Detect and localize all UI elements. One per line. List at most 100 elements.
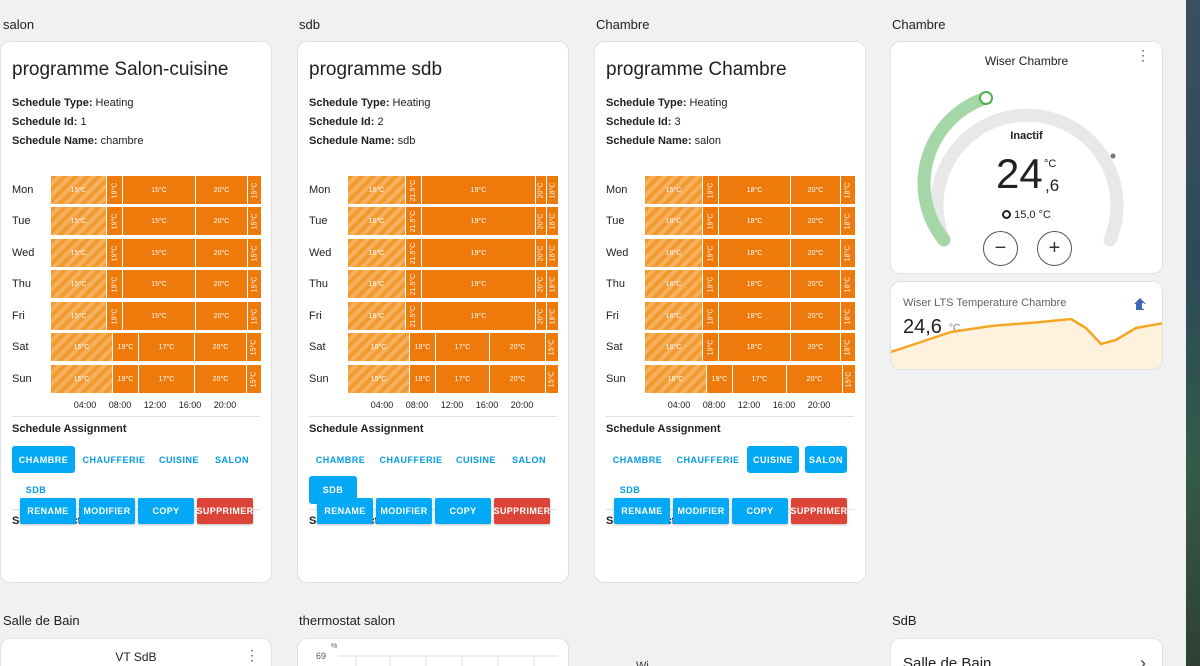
schedule-slot[interactable]: 20°C [791, 302, 841, 330]
day-schedule-bar[interactable]: 15°C 19°C 17°C 20°C 15°C [348, 365, 559, 393]
schedule-slot[interactable]: 18°C [547, 207, 559, 235]
schedule-slot[interactable]: 20°C [787, 365, 843, 393]
schedule-slot[interactable]: 18°C [719, 333, 791, 361]
supprimer-button[interactable]: SUPPRIMER [790, 498, 847, 524]
schedule-slot[interactable]: 18°C [645, 239, 703, 267]
dial-handle-icon[interactable] [979, 91, 993, 105]
schedule-slot[interactable]: 17°C [733, 365, 787, 393]
assign-chaufferie-button[interactable]: CHAUFFERIE [676, 454, 740, 465]
schedule-slot[interactable]: 15°C [247, 333, 262, 361]
schedule-slot[interactable]: 18°C [645, 333, 703, 361]
schedule-slot[interactable]: 15°C [248, 176, 262, 204]
schedule-slot[interactable]: 18°C [841, 239, 856, 267]
schedule-slot[interactable]: 15°C [51, 302, 107, 330]
modifier-button[interactable]: MODIFIER [673, 498, 729, 524]
schedule-slot[interactable]: 20°C [196, 207, 248, 235]
assign-salon-button[interactable]: SALON [215, 454, 249, 465]
day-schedule-bar[interactable]: 15°C 19°C 15°C 20°C 15°C [51, 239, 262, 267]
schedule-slot[interactable]: 18°C [841, 270, 856, 298]
assign-chambre-button[interactable]: CHAMBRE [12, 446, 75, 473]
schedule-slot[interactable]: 15°C [51, 333, 113, 361]
day-schedule-bar[interactable]: 18°C 19°C 17°C 20°C 15°C [348, 333, 559, 361]
schedule-slot[interactable]: 18°C [645, 270, 703, 298]
assign-chaufferie-button[interactable]: CHAUFFERIE [82, 454, 146, 465]
schedule-slot[interactable]: 17°C [139, 333, 195, 361]
day-schedule-bar[interactable]: 18°C 19°C 18°C 20°C 18°C [645, 207, 856, 235]
schedule-slot[interactable]: 15°C [123, 270, 196, 298]
day-schedule-bar[interactable]: 15°C 19°C 15°C 20°C 15°C [51, 270, 262, 298]
supprimer-button[interactable]: SUPPRIMER [493, 498, 550, 524]
schedule-slot[interactable]: 19°C [703, 239, 719, 267]
schedule-slot[interactable]: 19°C [422, 302, 536, 330]
schedule-slot[interactable]: 19°C [703, 207, 719, 235]
schedule-slot[interactable]: 20°C [196, 176, 248, 204]
assign-cuisine-button[interactable]: CUISINE [747, 446, 799, 473]
assign-chaufferie-button[interactable]: CHAUFFERIE [379, 454, 443, 465]
supprimer-button[interactable]: SUPPRIMER [196, 498, 253, 524]
day-schedule-bar[interactable]: 18°C 21.5°C 19°C 20°C 18°C [348, 302, 559, 330]
schedule-slot[interactable]: 20°C [195, 333, 247, 361]
assign-salon-button[interactable]: SALON [512, 454, 546, 465]
schedule-slot[interactable]: 18°C [348, 270, 406, 298]
assign-chambre-button[interactable]: CHAMBRE [315, 454, 366, 465]
schedule-slot[interactable]: 18°C [719, 207, 791, 235]
schedule-slot[interactable]: 15°C [348, 365, 410, 393]
temperature-sensor-card[interactable]: Wiser LTS Temperature Chambre 24,6 °C [890, 281, 1163, 370]
schedule-slot[interactable]: 19°C [107, 207, 123, 235]
schedule-slot[interactable]: 18°C [547, 176, 559, 204]
schedule-slot[interactable]: 19°C [703, 176, 719, 204]
schedule-slot[interactable]: 18°C [841, 302, 856, 330]
schedule-slot[interactable]: 21.5°C [406, 302, 422, 330]
rename-button[interactable]: RENAME [317, 498, 373, 524]
schedule-slot[interactable]: 15°C [247, 365, 262, 393]
day-schedule-bar[interactable]: 15°C 19°C 17°C 20°C 15°C [51, 365, 262, 393]
schedule-slot[interactable]: 17°C [139, 365, 195, 393]
schedule-slot[interactable]: 18°C [645, 365, 707, 393]
schedule-slot[interactable]: 15°C [51, 176, 107, 204]
schedule-slot[interactable]: 19°C [703, 333, 719, 361]
modifier-button[interactable]: MODIFIER [376, 498, 432, 524]
schedule-slot[interactable]: 18°C [348, 333, 410, 361]
schedule-slot[interactable]: 19°C [107, 239, 123, 267]
day-schedule-bar[interactable]: 15°C 19°C 15°C 20°C 15°C [51, 302, 262, 330]
schedule-slot[interactable]: 15°C [645, 176, 703, 204]
decrease-temperature-button[interactable]: − [983, 231, 1018, 266]
schedule-slot[interactable]: 18°C [841, 333, 856, 361]
copy-button[interactable]: COPY [732, 498, 788, 524]
schedule-slot[interactable]: 20°C [195, 365, 247, 393]
sdb-card[interactable]: Salle de Bain › [890, 638, 1163, 666]
schedule-slot[interactable]: 20°C [536, 270, 547, 298]
day-schedule-bar[interactable]: 15°C 19°C 15°C 20°C 15°C [51, 176, 262, 204]
schedule-slot[interactable]: 18°C [348, 207, 406, 235]
assign-salon-button[interactable]: SALON [805, 446, 847, 473]
schedule-slot[interactable]: 18°C [719, 302, 791, 330]
schedule-slot[interactable]: 19°C [107, 270, 123, 298]
assign-sdb-button[interactable]: SDB [619, 484, 641, 495]
schedule-slot[interactable]: 19°C [113, 333, 139, 361]
increase-temperature-button[interactable]: + [1037, 231, 1072, 266]
day-schedule-bar[interactable]: 18°C 19°C 18°C 20°C 18°C [645, 239, 856, 267]
schedule-slot[interactable]: 15°C [51, 270, 107, 298]
schedule-slot[interactable]: 15°C [248, 302, 262, 330]
schedule-slot[interactable]: 20°C [791, 270, 841, 298]
schedule-slot[interactable]: 20°C [490, 333, 546, 361]
schedule-slot[interactable]: 18°C [348, 239, 406, 267]
schedule-slot[interactable]: 21.5°C [406, 239, 422, 267]
schedule-slot[interactable]: 20°C [536, 302, 547, 330]
copy-button[interactable]: COPY [138, 498, 194, 524]
schedule-slot[interactable]: 15°C [348, 176, 406, 204]
schedule-slot[interactable]: 20°C [791, 176, 841, 204]
assign-sdb-button[interactable]: SDB [25, 484, 47, 495]
schedule-slot[interactable]: 20°C [536, 239, 547, 267]
schedule-slot[interactable]: 19°C [707, 365, 733, 393]
schedule-slot[interactable]: 19°C [703, 270, 719, 298]
schedule-slot[interactable]: 18°C [547, 239, 559, 267]
schedule-slot[interactable]: 15°C [248, 207, 262, 235]
day-schedule-bar[interactable]: 15°C 19°C 17°C 20°C 15°C [51, 333, 262, 361]
chevron-right-icon[interactable]: › [1140, 653, 1146, 666]
schedule-slot[interactable]: 19°C [410, 365, 436, 393]
copy-button[interactable]: COPY [435, 498, 491, 524]
schedule-slot[interactable]: 15°C [123, 207, 196, 235]
schedule-slot[interactable]: 18°C [719, 270, 791, 298]
schedule-slot[interactable]: 21.5°C [406, 270, 422, 298]
